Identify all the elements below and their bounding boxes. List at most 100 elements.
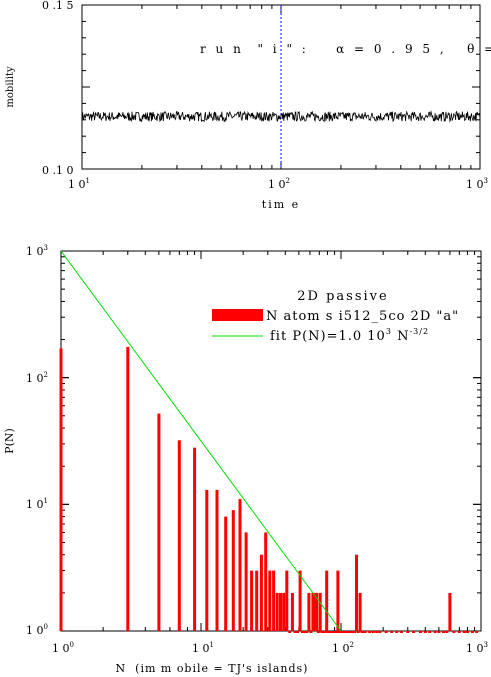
- bar-n-27: [259, 554, 263, 631]
- y-tick-label-10-2: 1 02: [26, 371, 48, 385]
- bar-n-141: [360, 631, 364, 633]
- bar-n-570: [445, 631, 449, 633]
- y-tick-label-0.10: 0 .1 0: [42, 164, 74, 177]
- bar-n-640: [452, 631, 456, 633]
- bar-n-180: [375, 631, 379, 633]
- bar-n-149: [363, 631, 367, 633]
- bar-n-95: [336, 570, 340, 631]
- distribution-bars: [59, 346, 479, 633]
- bar-n-190: [378, 631, 382, 633]
- y-tick-label-10-1: 1 01: [26, 497, 48, 511]
- bar-n-210: [384, 631, 388, 633]
- legend-swatch-bars: [212, 309, 263, 321]
- bar-n-600: [448, 592, 452, 631]
- bar-n-300: [406, 631, 410, 633]
- bar-n-47: [293, 631, 297, 633]
- bar-n-160: [368, 631, 372, 633]
- x-tick-label-10-1: 1 01: [68, 177, 90, 191]
- bar-n-13: [215, 489, 219, 631]
- bar-n-330: [412, 631, 416, 633]
- n-axis-label: N (im m obile = TJ's islands): [116, 662, 309, 675]
- distribution-chart: 1 03 1 02 1 01 1 00 P(N) 1 00 1 01 1 02 …: [3, 244, 488, 675]
- bar-n-29: [264, 532, 268, 631]
- bar-n-79: [325, 570, 329, 631]
- bar-n-57: [305, 631, 309, 633]
- bar-n-540: [442, 631, 445, 633]
- bar-n-11: [205, 489, 209, 631]
- fit-line: [60, 250, 342, 632]
- time-axis-label: tim e: [262, 198, 300, 211]
- x-tick-label-10-3: 1 03: [466, 177, 488, 191]
- bar-n-145: [362, 631, 366, 633]
- y-tick-label-10-3: 1 03: [26, 244, 48, 258]
- bar-n-71: [318, 592, 322, 631]
- bar-n-33: [272, 570, 276, 631]
- bar-n-41: [285, 570, 289, 631]
- bar-n-129: [355, 554, 358, 631]
- x-tick-label-10-0: 1 00: [52, 641, 74, 655]
- legend-title: 2D passive: [297, 289, 388, 304]
- y-tick-label-0.15: 0 .1 5: [42, 0, 74, 12]
- bar-n-69: [316, 631, 320, 633]
- bar-n-125: [353, 631, 357, 633]
- run-annotation: r u n " i " : α = 0 . 9 5 , θ = 0 . 9 4: [200, 42, 491, 56]
- bar-n-45: [290, 592, 294, 631]
- bar-n-400: [423, 631, 427, 633]
- x-tick-label-10-1: 1 01: [192, 641, 214, 655]
- bar-n-17: [231, 510, 235, 631]
- bar-n-5: [157, 413, 161, 631]
- bar-n-53: [300, 631, 304, 633]
- bar-n-59: [307, 592, 311, 631]
- bar-n-500: [437, 631, 441, 633]
- bar-n-700: [457, 631, 461, 633]
- x-tick-label-10-2: 1 02: [332, 641, 354, 655]
- bar-n-121: [351, 631, 355, 633]
- bar-n-21: [244, 532, 248, 631]
- legend-label-bars: N atom s i512_5co 2D "a": [266, 309, 459, 324]
- bar-n-430: [428, 631, 432, 633]
- bar-n-43: [288, 631, 292, 633]
- legend-label-fit: fit P(N)=1.0 103 N-3/2: [270, 327, 429, 344]
- bar-n-51: [298, 570, 302, 631]
- bar-n-31: [268, 570, 272, 631]
- bar-n-137: [358, 592, 362, 631]
- bar-n-470: [433, 631, 437, 633]
- bar-n-73: [320, 631, 324, 633]
- mobility-axis-label: mobility: [5, 66, 16, 108]
- x-tick-label-10-2: 1 02: [268, 177, 290, 191]
- bar-n-63: [311, 592, 315, 631]
- bar-n-270: [399, 631, 403, 633]
- bar-n-15: [224, 516, 228, 631]
- bar-n-67: [315, 592, 319, 631]
- bar-n-25: [255, 570, 259, 631]
- bar-n-3: [126, 346, 130, 631]
- bar-n-39: [282, 592, 286, 631]
- mobility-series-line: [81, 110, 481, 123]
- bar-n-930: [475, 631, 479, 633]
- mobility-chart: 0 .1 5 0 .1 0 mobility 1 01 1 02 1 03 ti…: [5, 0, 491, 211]
- bar-n-250: [395, 631, 399, 633]
- bar-n-9: [193, 447, 197, 631]
- y-tick-label-10-0: 1 00: [26, 623, 48, 637]
- bar-n-23: [250, 570, 254, 631]
- bar-n-19: [238, 499, 242, 631]
- bar-n-230: [390, 631, 394, 633]
- legend: 2D passive N atom s i512_5co 2D "a" fit …: [212, 289, 459, 344]
- bar-n-370: [419, 631, 422, 633]
- bar-n-133: [356, 631, 360, 633]
- bar-n-55: [303, 631, 307, 633]
- bar-n-37: [279, 592, 282, 631]
- bar-n-49: [296, 631, 300, 633]
- bar-n-1: [59, 348, 63, 631]
- bar-n-61: [309, 631, 313, 633]
- bar-n-77: [323, 631, 327, 633]
- bar-n-760: [462, 631, 466, 633]
- bar-n-170: [371, 631, 375, 633]
- x-tick-label-10-3: 1 03: [466, 641, 488, 655]
- bar-n-93: [335, 631, 339, 633]
- bar-n-800: [465, 631, 469, 633]
- bar-n-870: [471, 631, 474, 633]
- bar-n-35: [275, 592, 279, 631]
- bar-n-7: [177, 440, 181, 631]
